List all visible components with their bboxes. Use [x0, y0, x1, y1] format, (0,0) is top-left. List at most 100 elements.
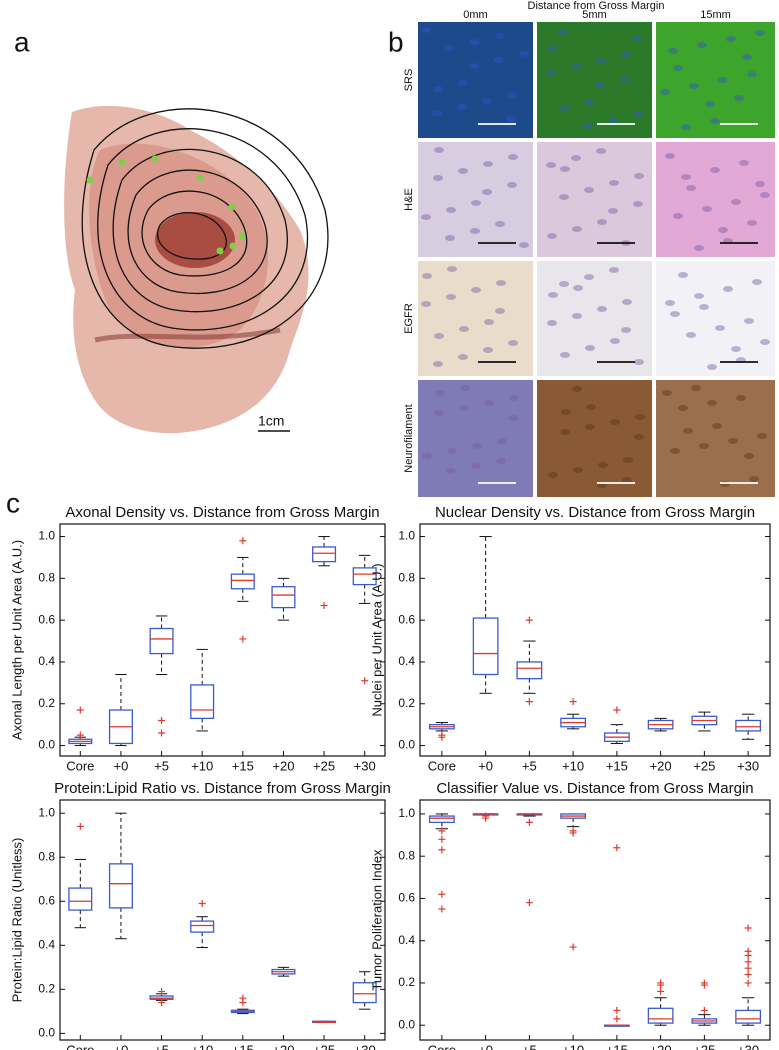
- texture: [432, 110, 442, 116]
- texture: [678, 272, 688, 278]
- texture: [634, 434, 644, 440]
- outlier: [700, 979, 708, 987]
- micrograph: [537, 22, 652, 138]
- texture: [596, 148, 606, 154]
- box: [472, 617, 499, 676]
- texture: [678, 405, 688, 411]
- texture: [547, 320, 557, 326]
- outlier: [438, 890, 446, 898]
- y-tick-label: 0.4: [38, 654, 55, 668]
- texture: [665, 153, 675, 159]
- texture: [749, 476, 759, 482]
- row-label: Neurofilament: [403, 404, 415, 472]
- x-tick-label: +0: [478, 1042, 493, 1050]
- texture: [760, 192, 770, 198]
- texture: [471, 287, 481, 293]
- texture: [707, 400, 717, 406]
- x-tick-label: +5: [154, 758, 169, 773]
- plot: Protein:Lipid Ratio vs. Distance from Gr…: [9, 780, 390, 1050]
- box: [190, 920, 215, 933]
- micrograph: [537, 142, 652, 257]
- texture: [744, 318, 754, 324]
- chart-title: Protein:Lipid Ratio vs. Distance from Gr…: [54, 780, 391, 797]
- texture: [731, 346, 741, 352]
- outlier: [744, 958, 752, 966]
- texture: [712, 423, 722, 429]
- y-axis-label: Nuclei per Unit Area (A.U.): [369, 563, 384, 716]
- x-tick-label: Core: [428, 758, 456, 773]
- texture: [571, 64, 581, 70]
- texture: [422, 273, 432, 279]
- x-tick-label: +10: [191, 758, 213, 773]
- outlier: [76, 706, 84, 714]
- texture: [622, 477, 632, 483]
- y-axis-label: Axonal Length per Unit Area (A.U.): [9, 540, 24, 740]
- texture: [670, 448, 680, 454]
- texture: [585, 424, 595, 430]
- outlier: [657, 979, 665, 987]
- outlier: [158, 999, 166, 1007]
- texture: [460, 385, 470, 391]
- x-tick-label: +30: [737, 758, 759, 773]
- texture: [447, 448, 457, 454]
- panel-label: c: [6, 487, 20, 518]
- texture: [705, 101, 715, 107]
- texture: [662, 390, 672, 396]
- x-tick-label: +0: [114, 1042, 129, 1050]
- texture: [670, 311, 680, 317]
- texture: [598, 462, 608, 468]
- box: [230, 573, 255, 590]
- texture: [710, 167, 720, 173]
- texture: [508, 415, 518, 421]
- texture: [707, 364, 717, 370]
- texture: [621, 327, 631, 333]
- micrograph: [418, 261, 533, 376]
- y-tick-label: 1.0: [398, 529, 415, 543]
- texture: [757, 433, 767, 439]
- outlier: [198, 899, 206, 907]
- box: [352, 982, 377, 1004]
- texture: [660, 89, 670, 95]
- texture: [573, 285, 583, 291]
- scale-label: 1cm: [258, 413, 284, 429]
- y-tick-label: 0.6: [38, 612, 55, 626]
- y-tick-label: 0.8: [398, 848, 415, 862]
- texture: [559, 194, 569, 200]
- box: [149, 627, 174, 655]
- texture: [546, 70, 556, 76]
- texture: [507, 92, 517, 98]
- texture: [519, 242, 529, 248]
- plot: Nuclear Density vs. Distance from Gross …: [369, 504, 771, 773]
- texture: [595, 82, 605, 88]
- outlier: [239, 635, 247, 643]
- texture: [739, 160, 749, 166]
- texture: [689, 83, 699, 89]
- outlier: [158, 729, 166, 737]
- y-tick-label: 0.2: [398, 975, 415, 989]
- micrograph: [656, 261, 775, 376]
- outlier: [569, 698, 577, 706]
- y-tick-label: 0.0: [398, 738, 415, 752]
- texture: [572, 386, 582, 392]
- texture: [458, 168, 468, 174]
- texture: [681, 174, 691, 180]
- texture: [744, 453, 754, 459]
- plot: Axonal Density vs. Distance from Gross M…: [9, 504, 386, 773]
- texture: [673, 213, 683, 219]
- texture: [608, 208, 618, 214]
- x-tick-label: +10: [191, 1042, 213, 1050]
- micrograph: [418, 142, 533, 257]
- texture: [665, 300, 675, 306]
- texture: [609, 180, 619, 186]
- x-tick-label: +25: [693, 758, 715, 773]
- texture: [572, 226, 582, 232]
- texture: [634, 359, 644, 365]
- texture: [483, 347, 493, 353]
- texture: [608, 117, 618, 123]
- chart-title: Axonal Density vs. Distance from Gross M…: [65, 504, 379, 521]
- y-tick-label: 0.6: [398, 891, 415, 905]
- y-tick-label: 0.0: [38, 738, 55, 752]
- x-tick-label: +30: [737, 1042, 759, 1050]
- x-tick-label: +20: [650, 758, 672, 773]
